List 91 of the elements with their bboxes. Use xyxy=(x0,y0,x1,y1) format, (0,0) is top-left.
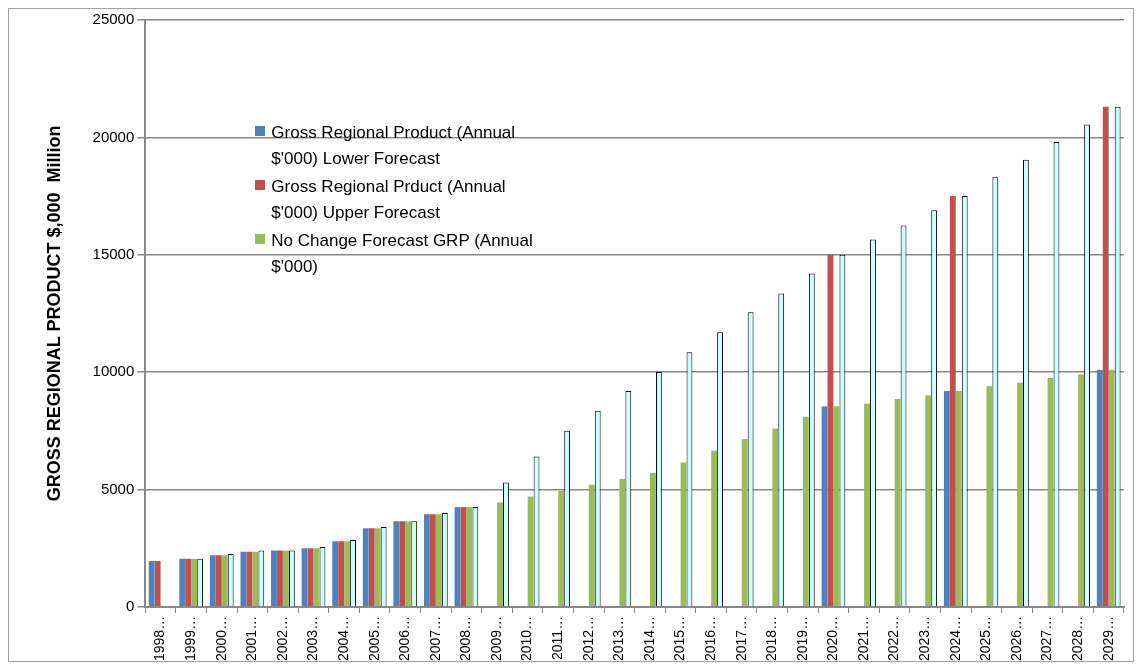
bar xyxy=(955,390,962,607)
bar xyxy=(558,490,565,607)
bar xyxy=(711,450,718,607)
x-tick-label: 2001… xyxy=(243,615,260,662)
bar xyxy=(185,558,192,607)
bar xyxy=(374,528,381,607)
bar xyxy=(772,428,779,607)
bar xyxy=(497,502,503,607)
bar xyxy=(301,548,308,607)
bar xyxy=(154,561,161,607)
bar xyxy=(527,496,534,607)
x-tick-label: 2003… xyxy=(304,615,321,662)
x-tick-label: 2029… xyxy=(1099,615,1116,662)
x-tick-label: 2000… xyxy=(212,615,229,662)
bar xyxy=(368,528,375,607)
bar xyxy=(986,386,993,607)
y-tick-label: 15000 xyxy=(92,244,135,262)
bar xyxy=(588,484,595,607)
bar xyxy=(148,561,155,607)
bar xyxy=(1108,369,1115,607)
bar xyxy=(1017,382,1023,607)
x-tick-label: 2015… xyxy=(671,615,688,662)
bar xyxy=(179,558,186,607)
legend-label: Gross Regional Product (Annual $'000) Lower Forecast xyxy=(271,122,517,170)
x-tick-label: 2022… xyxy=(885,615,902,662)
bar xyxy=(246,551,253,607)
x-tick-label: 2007… xyxy=(426,615,443,662)
bar xyxy=(1078,374,1085,607)
bar xyxy=(271,550,277,607)
x-tick-label: 2023… xyxy=(916,615,933,662)
x-tick-label: 2012… xyxy=(579,615,596,662)
bar xyxy=(1096,369,1103,607)
bar xyxy=(399,521,406,607)
x-tick-label: 2010… xyxy=(518,615,535,662)
y-tick-label: 0 xyxy=(125,597,135,614)
bar xyxy=(332,541,339,607)
bar xyxy=(1102,106,1109,607)
bar xyxy=(277,550,283,607)
x-tick-label: 2018… xyxy=(763,615,780,662)
bar xyxy=(283,550,289,607)
bar xyxy=(215,555,222,607)
x-tick-label: 2016… xyxy=(701,615,718,662)
bar xyxy=(344,541,351,607)
x-tick-label: 2019… xyxy=(793,615,810,662)
x-tick-label: 2020… xyxy=(824,615,841,662)
bar xyxy=(802,416,809,607)
x-tick-label: 2002… xyxy=(273,615,290,662)
bar xyxy=(252,551,259,607)
x-tick-label: 2026… xyxy=(1007,615,1024,662)
bar xyxy=(221,555,228,607)
x-tick-label: 2004… xyxy=(334,615,351,662)
y-tick-label: 5000 xyxy=(100,479,135,497)
bar xyxy=(949,196,956,607)
legend-label: Gross Regional Prduct (Annual $'000) Upper Forecast xyxy=(271,176,507,224)
bar xyxy=(362,528,369,607)
x-tick-label: 2005… xyxy=(365,615,382,662)
bar xyxy=(894,399,901,607)
bar xyxy=(405,521,412,607)
x-tick-label: 1999… xyxy=(182,615,199,662)
x-tick-label: 2017… xyxy=(732,615,749,662)
legend-label: No Change Forecast GRP (Annual $'000) xyxy=(271,230,534,278)
bar xyxy=(240,551,247,607)
bar xyxy=(429,514,436,607)
x-tick-label: 2027… xyxy=(1038,615,1055,662)
bar xyxy=(393,521,400,607)
y-axis-title: GROSS REGIONAL PRODUCT $,000 Million xyxy=(43,125,64,502)
x-tick-label: 2024… xyxy=(946,615,963,662)
y-tick-label: 20000 xyxy=(92,127,135,145)
x-tick-label: 2025… xyxy=(977,615,994,662)
x-tick-label: 2028… xyxy=(1068,615,1085,662)
x-tick-label: 1998… xyxy=(151,615,168,662)
bar xyxy=(209,555,216,607)
bar xyxy=(864,403,870,607)
y-tick-label: 10000 xyxy=(92,362,135,380)
bar xyxy=(925,395,932,607)
bar xyxy=(943,390,950,607)
x-tick-label: 2008… xyxy=(457,615,474,662)
x-tick-label: 2011… xyxy=(549,615,566,660)
x-tick-label: 2006… xyxy=(396,615,413,662)
bar xyxy=(619,478,626,607)
bar xyxy=(191,558,198,607)
bar xyxy=(423,514,430,607)
x-tick-label: 2021… xyxy=(854,615,871,662)
x-tick-label: 2014… xyxy=(640,615,657,662)
bar xyxy=(435,514,442,607)
bar xyxy=(741,439,748,607)
bar xyxy=(650,473,656,607)
y-tick-label: 25000 xyxy=(92,10,135,28)
x-tick-label: 2013… xyxy=(610,615,627,662)
bar xyxy=(338,541,345,607)
x-tick-label: 2009… xyxy=(487,615,504,662)
